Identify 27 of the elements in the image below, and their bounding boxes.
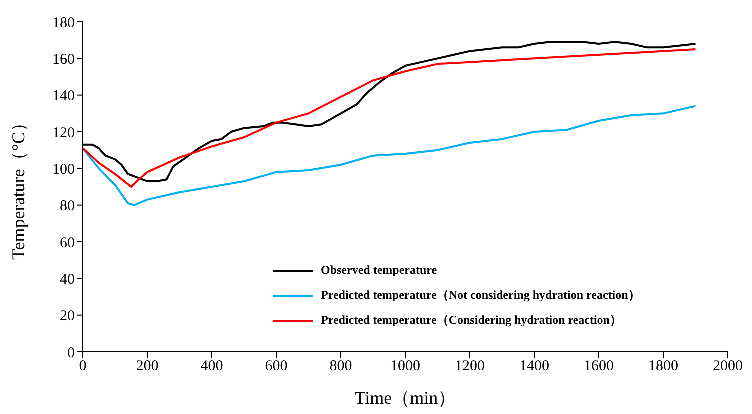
legend-label: Predicted temperature（Considering hydration reaction）: [321, 312, 622, 329]
y-tick-label: 40: [60, 272, 75, 288]
x-tick-label: 0: [79, 358, 87, 375]
x-tick-label: 200: [136, 358, 159, 375]
legend-label: Predicted temperature（Not considering hydration reaction）: [321, 287, 640, 304]
y-tick-label: 120: [52, 125, 75, 142]
y-tick-label: 0: [68, 345, 75, 362]
y-tick-label: 140: [52, 88, 75, 105]
y-tick-label: 80: [60, 198, 75, 215]
x-tick-label: 1600: [584, 358, 614, 375]
x-tick-label: 2000: [713, 358, 743, 375]
x-tick-label: 1000: [390, 358, 420, 375]
y-tick-label: 20: [60, 308, 75, 325]
y-tick-label: 180: [52, 15, 75, 32]
y-tick-label: 60: [60, 235, 75, 252]
x-tick-label: 1400: [520, 358, 550, 375]
line-series: [83, 105, 697, 206]
x-tick-label: 400: [200, 358, 224, 375]
x-axis-title: Time（min）: [354, 388, 456, 408]
x-tick-label: 600: [265, 358, 288, 375]
x-tick-label: 800: [330, 358, 352, 375]
y-axis-title: Temperature（°C）: [8, 114, 28, 260]
x-tick-label: 1800: [648, 358, 678, 375]
legend-label: Observed temperature: [321, 263, 438, 278]
y-tick-label: 100: [52, 162, 75, 178]
y-tick-label: 160: [52, 52, 75, 68]
x-tick-label: 1200: [455, 358, 485, 375]
